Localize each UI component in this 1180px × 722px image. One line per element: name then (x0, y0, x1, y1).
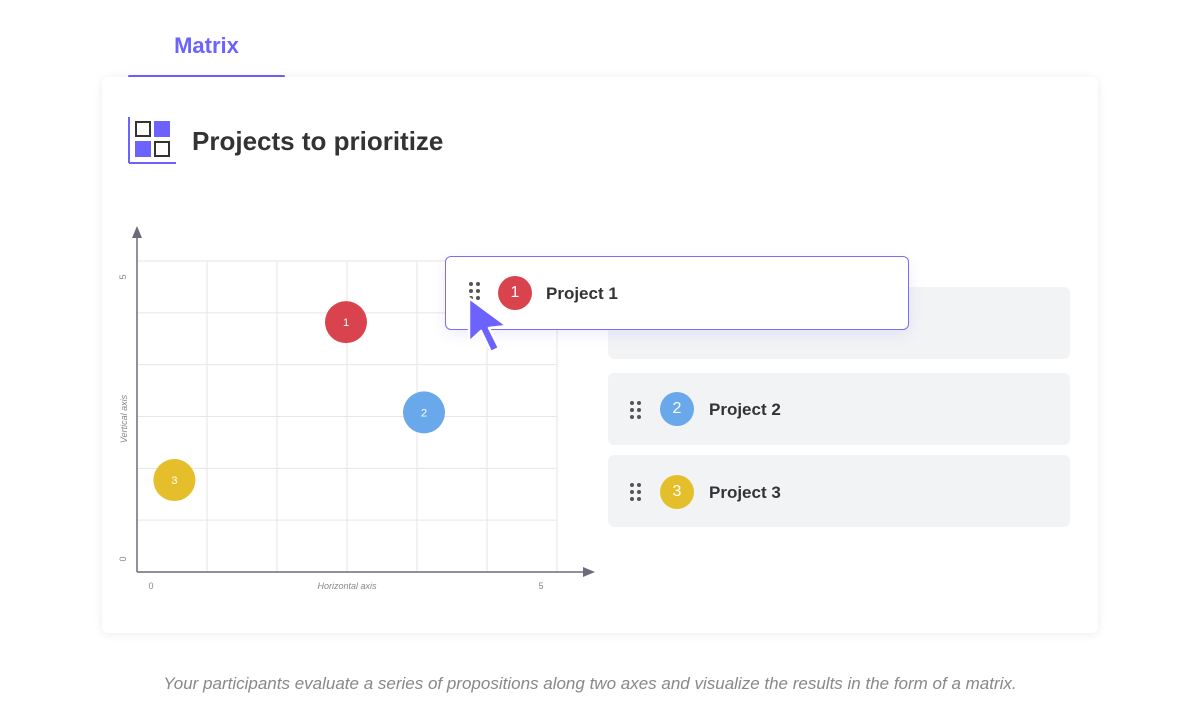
description-caption: Your participants evaluate a series of p… (163, 674, 1017, 693)
chart-point-1[interactable]: 1 (325, 301, 367, 344)
project-name: Project 3 (709, 483, 781, 502)
chart-point-label: 2 (421, 407, 427, 419)
project-name: Project 1 (546, 284, 618, 303)
page-title: Projects to prioritize (192, 126, 444, 156)
project-card-3[interactable]: 3 Project 3 (608, 455, 1070, 527)
tab-label: Matrix (174, 33, 239, 58)
mouse-pointer-icon (467, 296, 509, 354)
drag-handle-icon[interactable] (630, 401, 642, 419)
tab-matrix[interactable]: Matrix (128, 28, 285, 78)
chart-point-label: 1 (343, 317, 349, 329)
project-card-2[interactable]: 2 Project 2 (608, 373, 1070, 445)
x-tick-label: 0 (148, 581, 153, 591)
project-number-badge: 2 (660, 392, 694, 426)
chart-point-marker (403, 391, 445, 434)
project-number-badge: 3 (660, 475, 694, 509)
project-number-badge: 1 (498, 276, 532, 310)
project-name: Project 2 (709, 400, 781, 419)
project-card-1-dragging[interactable]: 1 Project 1 (445, 256, 909, 330)
y-axis-label: Vertical axis (119, 394, 129, 443)
y-tick-label: 5 (118, 274, 128, 279)
tab-active-indicator (128, 75, 285, 78)
matrix-icon (128, 117, 176, 164)
y-tick-label: 0 (118, 556, 128, 561)
x-axis-label: Horizontal axis (317, 581, 377, 591)
x-axis-arrow (583, 567, 595, 577)
y-axis-arrow (132, 226, 142, 238)
chart-point-2[interactable]: 2 (403, 391, 445, 434)
chart-point-3[interactable]: 3 (153, 459, 196, 502)
drag-handle-icon[interactable] (630, 483, 642, 501)
chart-point-marker (153, 459, 196, 502)
chart-point-label: 3 (171, 475, 177, 487)
chart-point-marker (325, 301, 367, 344)
x-tick-label: 5 (538, 581, 543, 591)
chart-points: 1 2 3 (153, 301, 445, 502)
